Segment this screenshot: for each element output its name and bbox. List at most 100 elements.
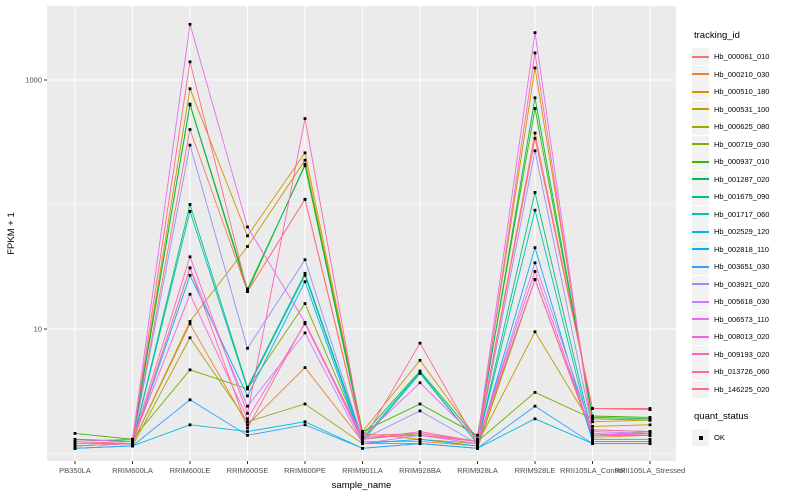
- x-tick-label: RRIM928LE: [515, 466, 556, 475]
- legend-entry-label: OK: [714, 433, 725, 443]
- legend-key-line-icon: [692, 160, 709, 163]
- data-point: [246, 234, 249, 238]
- legend-key-line-icon: [692, 370, 709, 373]
- legend-entry-Hb_001287_020: Hb_001287_020: [692, 170, 798, 189]
- data-point: [591, 430, 594, 433]
- data-point: [188, 255, 192, 259]
- legend-key-box: [692, 153, 709, 171]
- data-point: [591, 432, 594, 435]
- data-point: [648, 415, 652, 419]
- legend-entry-Hb_006573_110: Hb_006573_110: [692, 310, 798, 329]
- x-tick-label: RRIM600LE: [170, 466, 211, 475]
- data-point: [73, 446, 77, 450]
- data-point: [533, 330, 537, 334]
- data-point: [188, 203, 192, 206]
- data-point: [476, 437, 479, 441]
- data-point: [361, 440, 364, 443]
- data-point: [418, 437, 422, 441]
- data-point: [303, 271, 307, 275]
- data-point: [591, 420, 594, 424]
- data-point: [303, 151, 307, 155]
- x-tick-label: RRII105LA_Stressed: [615, 466, 685, 475]
- data-point: [533, 131, 537, 135]
- data-point: [131, 437, 134, 441]
- data-point: [648, 442, 652, 446]
- legend-entry-Hb_146225_020: Hb_146225_020: [692, 380, 798, 399]
- legend-key-line-icon: [692, 213, 709, 216]
- data-point: [246, 417, 249, 421]
- data-point: [303, 302, 307, 305]
- data-point: [476, 442, 479, 446]
- data-point: [418, 358, 422, 362]
- legend-entry-label: Hb_000625_080: [714, 122, 770, 132]
- legend-entry-Hb_000531_100: Hb_000531_100: [692, 100, 798, 119]
- legend-key-box: [692, 100, 709, 118]
- data-point: [246, 394, 249, 398]
- data-point: [303, 164, 307, 168]
- legend-key-line-icon: [692, 178, 709, 181]
- legend-key-box: [692, 258, 709, 276]
- legend-key-line-icon: [692, 90, 709, 93]
- legend-entry-Hb_002529_120: Hb_002529_120: [692, 223, 798, 241]
- data-point: [648, 433, 652, 437]
- legend-entry-label: Hb_000061_010: [714, 52, 770, 62]
- data-point: [303, 322, 307, 326]
- legend-entry-label: Hb_006573_110: [714, 314, 769, 324]
- data-point: [188, 210, 192, 213]
- data-point: [533, 31, 537, 35]
- legend-key-line-icon: [692, 73, 709, 76]
- x-tick-label: RRIM901LA: [342, 466, 383, 475]
- legend-title-quant-status: quant_status: [694, 411, 749, 422]
- data-point: [246, 225, 249, 229]
- data-point: [188, 336, 192, 340]
- data-point: [418, 442, 422, 446]
- data-point: [361, 442, 364, 446]
- data-point: [73, 437, 77, 441]
- data-point: [533, 208, 537, 212]
- legend-key-line-icon: [692, 335, 709, 338]
- data-point: [476, 446, 479, 450]
- data-point: [246, 430, 249, 433]
- legend-key-box: [692, 429, 709, 447]
- data-point: [303, 280, 307, 284]
- data-point: [591, 433, 594, 437]
- legend-key-box: [692, 293, 709, 311]
- legend-entry-Hb_000937_010: Hb_000937_010: [692, 153, 798, 171]
- legend-key-box: [692, 205, 709, 223]
- legend-entry-label: Hb_003921_020: [714, 279, 770, 289]
- legend-key-line-icon: [692, 108, 709, 111]
- legend-entry-Hb_013726_060: Hb_013726_060: [692, 363, 798, 381]
- legend-entry-label: Hb_001287_020: [714, 174, 770, 184]
- data-point: [418, 430, 422, 433]
- data-point: [246, 290, 249, 293]
- data-point: [533, 417, 537, 421]
- data-point: [188, 128, 192, 131]
- data-point: [418, 381, 422, 385]
- data-point: [246, 385, 249, 389]
- data-point: [361, 432, 364, 435]
- data-point: [591, 407, 594, 410]
- data-point: [648, 437, 652, 441]
- data-point: [303, 197, 307, 201]
- x-tick-label: RRIM928BA: [399, 466, 441, 475]
- legend-entry-label: Hb_000937_010: [714, 157, 770, 167]
- data-point: [188, 102, 192, 106]
- data-point: [303, 420, 307, 424]
- legend-key-box: [692, 170, 709, 188]
- data-point: [188, 87, 192, 91]
- legend-key-box: [692, 240, 709, 258]
- data-point: [303, 402, 307, 406]
- data-point: [591, 428, 594, 432]
- data-point: [361, 437, 364, 441]
- legend-entry-Hb_001717_060: Hb_001717_060: [692, 205, 798, 224]
- data-point: [476, 444, 479, 448]
- x-tick-label: RRIM600SE: [227, 466, 269, 475]
- data-point: [246, 404, 249, 408]
- data-point: [418, 341, 422, 345]
- data-point: [246, 423, 249, 427]
- legend-key-box: [692, 118, 709, 136]
- data-point: [188, 368, 192, 372]
- data-point: [246, 287, 249, 291]
- data-point: [533, 107, 537, 110]
